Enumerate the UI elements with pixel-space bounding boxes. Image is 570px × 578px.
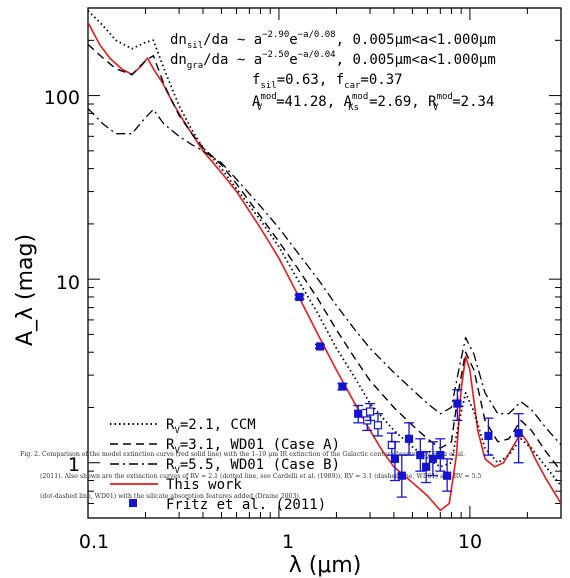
annotation-fractions: fsil=0.63, fcar=0.37 xyxy=(252,72,403,91)
legend-label-ccm: RV=2.1, CCM xyxy=(166,417,256,436)
data-marker xyxy=(390,454,400,463)
data-marker xyxy=(387,440,396,450)
data-marker xyxy=(453,399,462,408)
data-marker xyxy=(354,409,363,418)
annotation-dn-gra: dngra/da ~ a−2.50e−a/0.04, 0.005μm<a<1.0… xyxy=(170,50,496,71)
fritz-point-0 xyxy=(294,292,305,302)
caption-line-3: (dot-dashed line, WD01) with the silicat… xyxy=(40,493,301,500)
rv-2.1-ccm-curve xyxy=(88,10,561,487)
data-marker xyxy=(443,471,452,480)
legend-blue-marker xyxy=(129,499,137,507)
caption-line-2: (2011). Also shown are the extinction cu… xyxy=(40,473,482,480)
fritz-point-18 xyxy=(513,413,524,464)
data-marker xyxy=(436,451,445,460)
data-marker xyxy=(404,434,414,443)
fritz-point-6 xyxy=(372,413,383,437)
y-axis-title: A_λ (mag) xyxy=(13,234,38,346)
data-marker xyxy=(295,292,304,302)
fritz-point-1 xyxy=(314,342,325,351)
y-tick-label-100: 100 xyxy=(44,87,80,109)
fritz-point-14 xyxy=(435,438,446,472)
caption-line-1: Fig. 2. Comparison of the model extincti… xyxy=(20,451,465,458)
legend-label-wd01-case-b: RV=5.5, WD01 (Case B) xyxy=(166,457,340,476)
model-parameters: dnsil/da ~ a−2.90e−a/0.08, 0.005μm<a<1.0… xyxy=(170,30,496,113)
fritz-point-17 xyxy=(483,417,494,456)
fritz-point-2 xyxy=(337,382,348,391)
x-tick-label-0.1: 0.1 xyxy=(79,531,109,553)
data-marker xyxy=(315,342,325,351)
legend-label-wd01-case-a: RV=3.1, WD01 (Case A) xyxy=(166,437,340,456)
fritz-point-9 xyxy=(396,454,407,498)
fritz-point-15 xyxy=(442,458,453,492)
plot-frame xyxy=(87,7,562,519)
legend: RV=2.1, CCM RV=3.1, WD01 (Case A) RV=5.5… xyxy=(110,417,340,513)
annotation-dn-sil: dnsil/da ~ a−2.90e−a/0.08, 0.005μm<a<1.0… xyxy=(170,30,496,51)
x-tick-label-1: 1 xyxy=(282,531,294,553)
rv-5.5-wd01-curve xyxy=(88,108,561,446)
data-marker xyxy=(373,421,383,430)
data-marker xyxy=(338,382,347,391)
y-tick-label-10: 10 xyxy=(56,272,80,294)
x-tick-label-10: 10 xyxy=(458,531,482,553)
fritz-point-8 xyxy=(389,441,400,482)
figure-caption: Fig. 2. Comparison of the model extincti… xyxy=(20,451,482,500)
x-axis-title: λ (μm) xyxy=(289,553,362,578)
data-marker xyxy=(514,429,523,438)
rv-3.1-wd01-curve xyxy=(88,43,561,472)
y-tick-label-1: 1 xyxy=(68,454,80,476)
fritz-point-16 xyxy=(452,389,463,422)
axis-ticks xyxy=(87,7,562,519)
fritz-point-3 xyxy=(353,404,364,424)
data-marker xyxy=(416,451,425,460)
data-marker xyxy=(397,471,406,480)
data-marker xyxy=(365,407,375,416)
legend-label-this-work: This work xyxy=(166,477,242,493)
fritz-point-10 xyxy=(404,422,415,456)
fritz-data-points xyxy=(294,292,524,498)
data-marker xyxy=(422,462,431,471)
fritz-point-5 xyxy=(365,402,376,422)
data-marker xyxy=(484,431,493,441)
annotation-model-values: Amod V =41.28, Amod Ks =2.69, Rmod V =2.34 xyxy=(252,92,494,113)
fritz-point-11 xyxy=(415,438,426,472)
fritz-point-12 xyxy=(421,450,432,484)
legend-label-fritz: Fritz et al. (2011) xyxy=(166,497,326,513)
data-marker xyxy=(428,454,437,463)
